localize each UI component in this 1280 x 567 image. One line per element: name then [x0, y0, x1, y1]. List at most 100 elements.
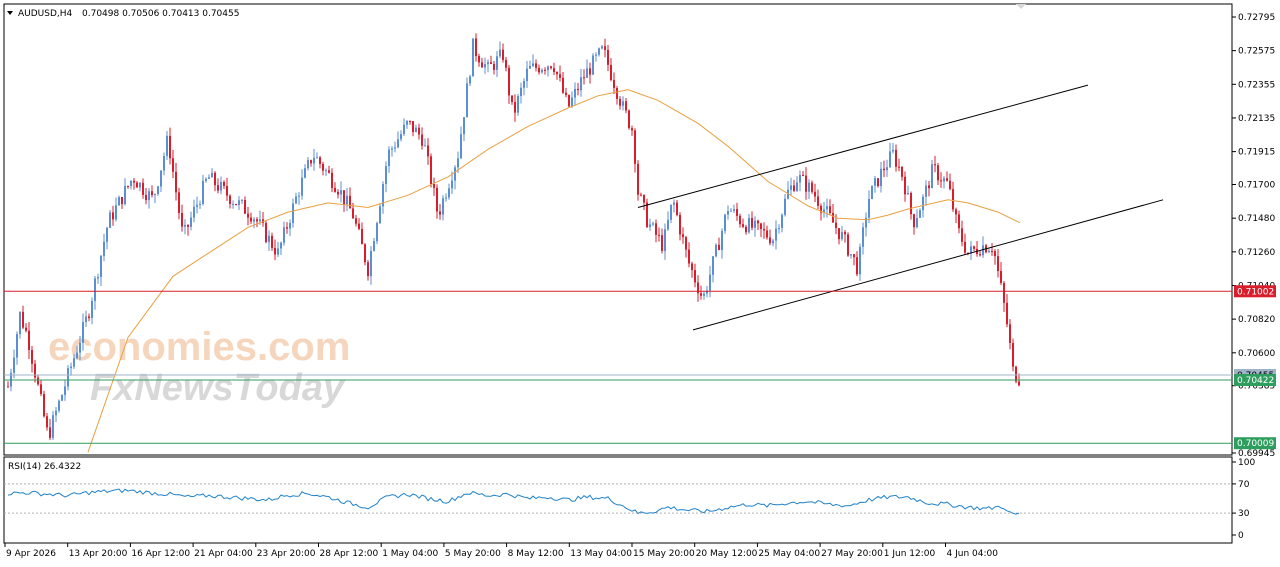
- candle-body: [127, 185, 129, 187]
- candle-body: [886, 167, 888, 171]
- candle-body: [184, 224, 186, 227]
- candle-body: [937, 165, 939, 181]
- candle-body: [721, 230, 723, 251]
- candle-body: [421, 134, 423, 146]
- candle-body: [577, 88, 579, 91]
- scroll-marker-icon[interactable]: [1016, 4, 1026, 9]
- x-tick-label: 4 Jun 04:00: [947, 549, 999, 559]
- candle-body: [238, 200, 240, 205]
- candle-body: [1000, 270, 1002, 284]
- candle-body: [424, 145, 426, 147]
- candle-body: [523, 80, 525, 88]
- candle-body: [892, 149, 894, 152]
- candle-body: [16, 334, 18, 358]
- candle-body: [493, 63, 495, 70]
- x-tick-label: 5 May 20:00: [445, 549, 501, 559]
- candle-body: [934, 164, 936, 166]
- candle-body: [325, 170, 327, 172]
- y-tick-label: 0.70385: [1238, 382, 1275, 392]
- chart-header: AUDUSD,H4 0.70498 0.70506 0.70413 0.7045…: [7, 9, 239, 19]
- candle-body: [970, 246, 972, 254]
- candle-body: [823, 209, 825, 213]
- y-tick-label: 0.71260: [1238, 248, 1275, 258]
- candle-body: [178, 192, 180, 213]
- candle-body: [280, 242, 282, 249]
- candle-body: [742, 224, 744, 227]
- candle-body: [790, 185, 792, 190]
- candle-body: [454, 167, 456, 181]
- candle-body: [652, 223, 654, 225]
- candle-body: [340, 190, 342, 195]
- candle-body: [1006, 302, 1008, 325]
- candle-body: [808, 182, 810, 192]
- candle-body: [952, 189, 954, 210]
- candle-body: [361, 228, 363, 245]
- candle-body: [40, 384, 42, 394]
- x-tick-label: 25 May 04:00: [758, 549, 820, 559]
- candle-body: [481, 62, 483, 68]
- candle-body: [988, 250, 990, 253]
- moving-average-line: [87, 89, 1021, 453]
- x-tick-label: 15 May 20:00: [633, 549, 695, 559]
- candle-body: [7, 386, 9, 388]
- candle-body: [73, 358, 75, 367]
- candle-body: [337, 191, 339, 195]
- candle-body: [319, 157, 321, 164]
- candle-body: [946, 178, 948, 181]
- candle-body: [145, 194, 147, 201]
- candle-body: [364, 244, 366, 263]
- candle-body: [847, 234, 849, 256]
- candle-body: [274, 247, 276, 255]
- rsi-tick-label: 70: [1238, 480, 1250, 490]
- channel-upper-line[interactable]: [637, 84, 1089, 208]
- triangle-down-icon[interactable]: [7, 11, 13, 15]
- candle-body: [703, 293, 705, 296]
- candle-body: [49, 427, 51, 438]
- channel-lower-line[interactable]: [692, 199, 1164, 331]
- candle-body: [385, 166, 387, 185]
- candle-body: [43, 393, 45, 417]
- candle-body: [928, 185, 930, 189]
- candle-body: [709, 274, 711, 291]
- candle-body: [463, 117, 465, 135]
- candle-body: [739, 215, 741, 225]
- candle-body: [583, 77, 585, 79]
- candle-body: [217, 185, 219, 191]
- candle-body: [649, 224, 651, 227]
- candle-body: [673, 202, 675, 205]
- watermark-economies: economies.com: [48, 325, 350, 369]
- candle-body: [151, 191, 153, 196]
- candle-body: [859, 246, 861, 275]
- candle-body: [346, 195, 348, 205]
- candle-body: [169, 135, 171, 159]
- candle-body: [565, 92, 567, 96]
- candle-body: [931, 164, 933, 189]
- y-tick-label: 0.72795: [1238, 13, 1275, 23]
- candle-body: [547, 66, 549, 71]
- y-tick-label: 0.69945: [1238, 449, 1275, 459]
- candle-body: [229, 195, 231, 205]
- y-tick-label: 0.71915: [1238, 148, 1275, 158]
- candle-body: [682, 234, 684, 238]
- candle-body: [724, 214, 726, 231]
- candle-body: [358, 223, 360, 229]
- watermark: economies.com FxNewsToday: [48, 325, 350, 409]
- x-tick-label: 23 Apr 20:00: [257, 549, 316, 559]
- candle-body: [805, 175, 807, 192]
- price-tag-label: 0.70422: [1237, 376, 1274, 386]
- candle-body: [268, 235, 270, 242]
- candle-body: [334, 187, 336, 192]
- candle-body: [997, 256, 999, 271]
- candle-body: [766, 230, 768, 238]
- candle-body: [499, 49, 501, 57]
- candle-body: [292, 203, 294, 223]
- candle-body: [496, 56, 498, 70]
- candle-body: [655, 223, 657, 235]
- candle-body: [898, 166, 900, 168]
- candle-body: [382, 184, 384, 207]
- candle-body: [193, 206, 195, 218]
- candle-body: [826, 206, 828, 210]
- y-tick-label: 0.70820: [1238, 315, 1275, 325]
- watermark-fxnewstoday: FxNewsToday: [90, 367, 346, 409]
